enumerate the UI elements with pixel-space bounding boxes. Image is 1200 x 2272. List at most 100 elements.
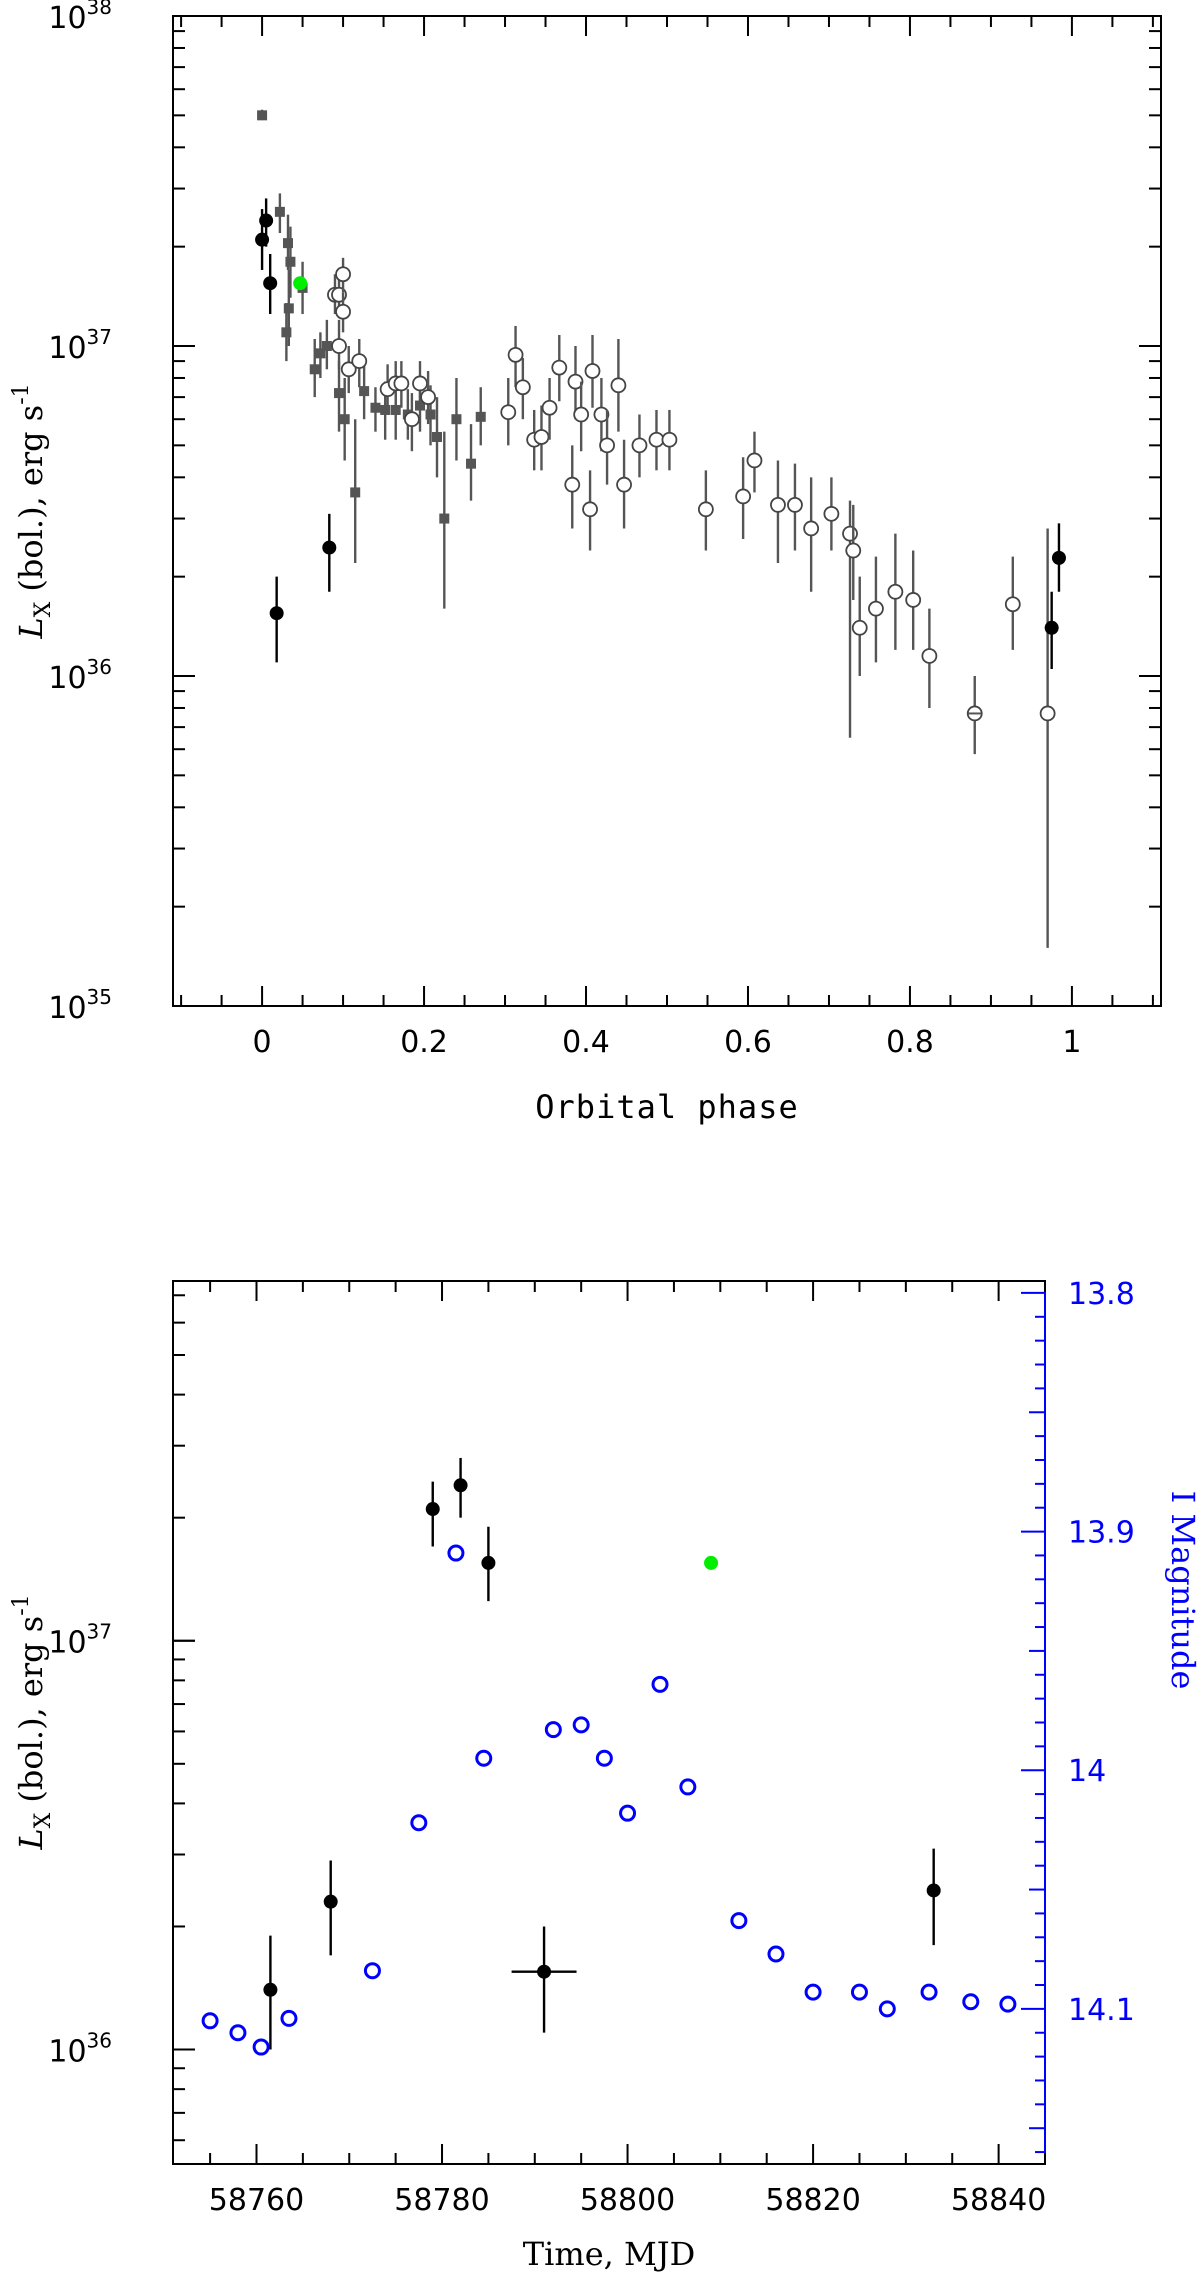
black-marker: [269, 606, 284, 621]
green-marker: [293, 276, 308, 291]
open-circle-marker: [851, 619, 868, 636]
magnitude-marker: [878, 2000, 896, 2018]
magnitude-marker: [252, 2038, 270, 2056]
open-circle-marker: [507, 346, 524, 363]
phase-panel: 0 0.2 0.4 0.6 0.8 1 1035 1036 1037 1038 Orbital p…: [9, 0, 1162, 1126]
phase-x-tick-label: 0.2: [400, 1025, 448, 1060]
right-y-tick-label: 14.1: [1068, 1993, 1135, 2028]
open-circle-marker: [541, 399, 558, 416]
black-marker: [1051, 550, 1066, 565]
magnitude-marker: [730, 1912, 748, 1930]
magnitude-marker: [767, 1945, 785, 1963]
open-circle-marker: [584, 363, 601, 379]
open-circle-marker: [610, 377, 627, 394]
phase-x-tick-label: 0.6: [724, 1025, 772, 1060]
time-y-tick-label: 1036: [48, 2029, 112, 2070]
phase-x-tick-label: 0.4: [562, 1025, 610, 1060]
open-circle-marker: [631, 437, 648, 454]
magnitude-marker: [999, 1995, 1017, 2013]
open-circle-marker: [661, 431, 678, 448]
magnitude-marker: [572, 1716, 590, 1734]
magnitude-marker: [280, 2009, 298, 2027]
open-circle-marker: [787, 496, 803, 513]
open-circle-marker: [500, 404, 517, 421]
open-circle-marker: [331, 338, 347, 354]
magnitude-marker: [962, 1993, 980, 2011]
open-circle-marker: [842, 525, 858, 542]
right-y-tick-label: 13.9: [1068, 1516, 1135, 1551]
black-marker: [926, 1883, 941, 1898]
time-y-axis-label: LX (bol.), erg s-1: [9, 1594, 56, 1850]
open-circle-marker: [599, 437, 615, 454]
open-circle-marker: [564, 476, 581, 493]
open-circle-marker: [420, 389, 436, 406]
time-x-tick-label: 58820: [765, 2183, 860, 2218]
open-circle-marker: [770, 496, 786, 513]
square-marker: [390, 404, 401, 415]
open-circle-marker: [393, 375, 410, 392]
magnitude-marker: [920, 1983, 938, 2001]
square-marker: [282, 238, 293, 249]
right-y-axis-label: I Magnitude: [1164, 1491, 1200, 1690]
open-circle-marker: [648, 431, 665, 448]
magnitude-marker: [410, 1814, 428, 1832]
black-marker: [263, 1982, 278, 1997]
square-marker: [451, 414, 462, 425]
square-marker: [475, 411, 486, 422]
square-marker: [370, 402, 381, 413]
open-circle-marker: [593, 406, 610, 423]
phase-x-tick-label: 0: [253, 1025, 272, 1060]
open-circle-marker: [735, 488, 752, 505]
magnitude-marker: [619, 1804, 637, 1822]
open-circle-marker: [887, 583, 904, 600]
open-circle-marker: [335, 266, 351, 283]
phase-y-axis-label: LX (bol.), erg s-1: [9, 383, 56, 639]
open-circle-marker: [551, 359, 568, 376]
green-marker: [704, 1555, 719, 1570]
black-marker: [259, 213, 274, 228]
right-y-tick-label: 13.8: [1068, 1277, 1135, 1312]
time-y-tick-label: 1037: [48, 1620, 112, 1661]
black-marker: [322, 540, 337, 555]
magnitude-marker: [363, 1962, 381, 1980]
magnitude-marker: [679, 1778, 697, 1796]
square-marker: [380, 404, 391, 415]
square-marker: [274, 206, 285, 217]
open-circle-marker: [351, 353, 368, 369]
phase-y-tick-label: 1038: [48, 0, 112, 36]
time-x-tick-label: 58800: [580, 2183, 675, 2218]
magnitude-marker: [850, 1983, 868, 2001]
square-marker: [359, 386, 370, 397]
open-circle-marker: [905, 592, 922, 608]
open-circle-marker: [868, 600, 884, 617]
right-y-tick-label: 14: [1068, 1754, 1106, 1789]
open-circle-marker: [1039, 705, 1056, 722]
open-circle-marker: [533, 429, 550, 445]
open-circle-marker: [412, 375, 428, 392]
black-marker: [323, 1894, 338, 1909]
open-circle-marker: [582, 501, 598, 518]
square-marker: [439, 513, 450, 524]
open-circle-marker: [697, 501, 714, 518]
phase-x-tick-label: 0.8: [886, 1025, 934, 1060]
open-circle-marker: [567, 373, 584, 390]
black-marker: [453, 1478, 468, 1493]
magnitude-marker: [651, 1675, 669, 1693]
open-circle-marker: [340, 361, 357, 378]
magnitude-marker: [804, 1983, 822, 2001]
magnitude-marker: [229, 2024, 247, 2042]
open-circle-marker: [845, 542, 862, 559]
magnitude-marker: [201, 2012, 219, 2030]
open-circle-marker: [921, 648, 938, 664]
black-marker: [263, 276, 278, 291]
square-marker: [432, 431, 443, 442]
square-marker: [339, 414, 350, 425]
phase-x-axis-label: Orbital phase: [535, 1088, 798, 1126]
square-marker: [309, 364, 320, 375]
open-circle-marker: [514, 379, 531, 396]
open-circle-marker: [823, 505, 840, 522]
square-marker: [334, 388, 345, 399]
black-marker: [425, 1502, 440, 1517]
open-circle-marker: [616, 476, 632, 493]
